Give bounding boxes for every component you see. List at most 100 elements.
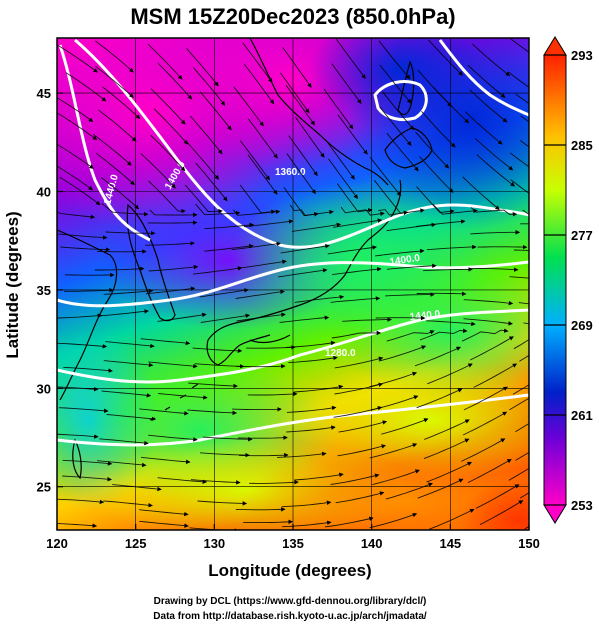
streamline <box>462 176 500 210</box>
streamline <box>96 153 135 186</box>
streamline <box>510 152 529 168</box>
streamline <box>428 39 463 76</box>
streamline <box>426 320 476 327</box>
streamline <box>379 64 412 104</box>
streamline <box>99 309 149 317</box>
streamline <box>145 286 196 295</box>
streamline <box>427 363 473 385</box>
streamline <box>158 393 208 400</box>
streamline <box>282 520 332 528</box>
streamline <box>102 86 141 120</box>
x-axis-label: Longitude (degrees) <box>208 561 371 580</box>
streamline <box>242 42 273 83</box>
streamline <box>519 354 529 362</box>
streamline <box>60 246 111 252</box>
streamline <box>467 64 506 98</box>
streamline <box>328 158 358 200</box>
streamline <box>474 138 514 171</box>
streamline <box>294 472 344 481</box>
streamline <box>515 422 529 433</box>
streamline <box>57 97 94 122</box>
streamline <box>140 152 176 189</box>
streamline <box>286 405 337 413</box>
streamline <box>370 395 419 411</box>
streamline <box>330 296 381 303</box>
streamline <box>204 222 255 230</box>
y-tick-label: 30 <box>37 381 51 396</box>
streamline <box>139 520 189 528</box>
y-tick-label: 40 <box>37 185 51 200</box>
streamline <box>187 409 238 416</box>
streamline <box>232 407 282 412</box>
streamline <box>139 509 189 517</box>
streamline <box>386 132 419 172</box>
streamline <box>379 107 412 146</box>
y-axis-ticks: 25 30 35 40 45 <box>37 86 63 495</box>
streamline <box>423 438 470 460</box>
streamline <box>386 263 437 270</box>
streamline <box>369 443 418 459</box>
streamline <box>145 241 195 246</box>
streamline <box>148 180 186 214</box>
streamline <box>57 165 94 191</box>
streamline <box>288 135 318 177</box>
streamline <box>105 341 155 349</box>
streamline <box>464 111 503 145</box>
streamline <box>513 339 529 350</box>
streamline <box>285 84 315 126</box>
colorbar-tick-label: 261 <box>571 408 593 423</box>
streamline <box>381 418 429 435</box>
streamline <box>249 480 299 485</box>
streamline <box>479 500 524 525</box>
streamline <box>285 340 336 348</box>
streamline <box>57 233 108 240</box>
streamline <box>415 219 466 227</box>
streamline <box>148 264 199 272</box>
streamline <box>327 245 377 255</box>
streamline <box>96 460 147 468</box>
streamline <box>92 133 132 166</box>
streamline <box>184 184 223 214</box>
streamline <box>194 363 245 369</box>
streamline <box>99 438 149 446</box>
temperature-field <box>57 38 529 530</box>
streamline <box>337 114 368 155</box>
streamline <box>95 65 134 98</box>
streamline <box>150 134 186 172</box>
x-axis-ticks: 120 125 130 135 140 145 150 <box>46 524 540 551</box>
streamline <box>233 209 281 216</box>
streamline <box>372 469 420 486</box>
streamline <box>510 38 529 53</box>
streamline <box>105 230 156 236</box>
streamline <box>101 203 149 217</box>
streamline <box>294 294 345 303</box>
streamline <box>57 313 103 319</box>
colorbar-ticks: 253 261 269 277 285 293 <box>544 48 593 513</box>
streamline <box>57 112 98 141</box>
colorbar: 253 261 269 277 285 293 <box>543 36 593 524</box>
credit-drawing: Drawing by DCL (https://www.gfd-dennou.o… <box>154 596 427 607</box>
streamline <box>509 276 529 279</box>
x-tick-label: 145 <box>439 536 461 551</box>
streamline <box>520 115 529 123</box>
streamline <box>385 482 433 500</box>
streamline <box>335 491 385 504</box>
streamline <box>331 330 382 339</box>
streamline <box>186 141 219 180</box>
streamline <box>340 206 385 216</box>
streamline <box>433 87 470 124</box>
plot-area: 1400.0 1360.0 1400.0 1440.0 1280.0 1440.… <box>57 38 529 530</box>
streamline <box>509 397 529 411</box>
streamline <box>204 243 254 252</box>
streamline <box>342 317 392 322</box>
streamline <box>58 407 109 414</box>
streamline <box>62 475 112 482</box>
colorbar-tick-label: 293 <box>571 48 593 63</box>
streamline <box>469 89 508 123</box>
streamline <box>199 288 249 298</box>
streamline <box>291 222 342 232</box>
x-tick-label: 140 <box>361 536 383 551</box>
streamline <box>239 140 270 181</box>
streamline <box>149 209 198 218</box>
streamline <box>231 241 282 251</box>
